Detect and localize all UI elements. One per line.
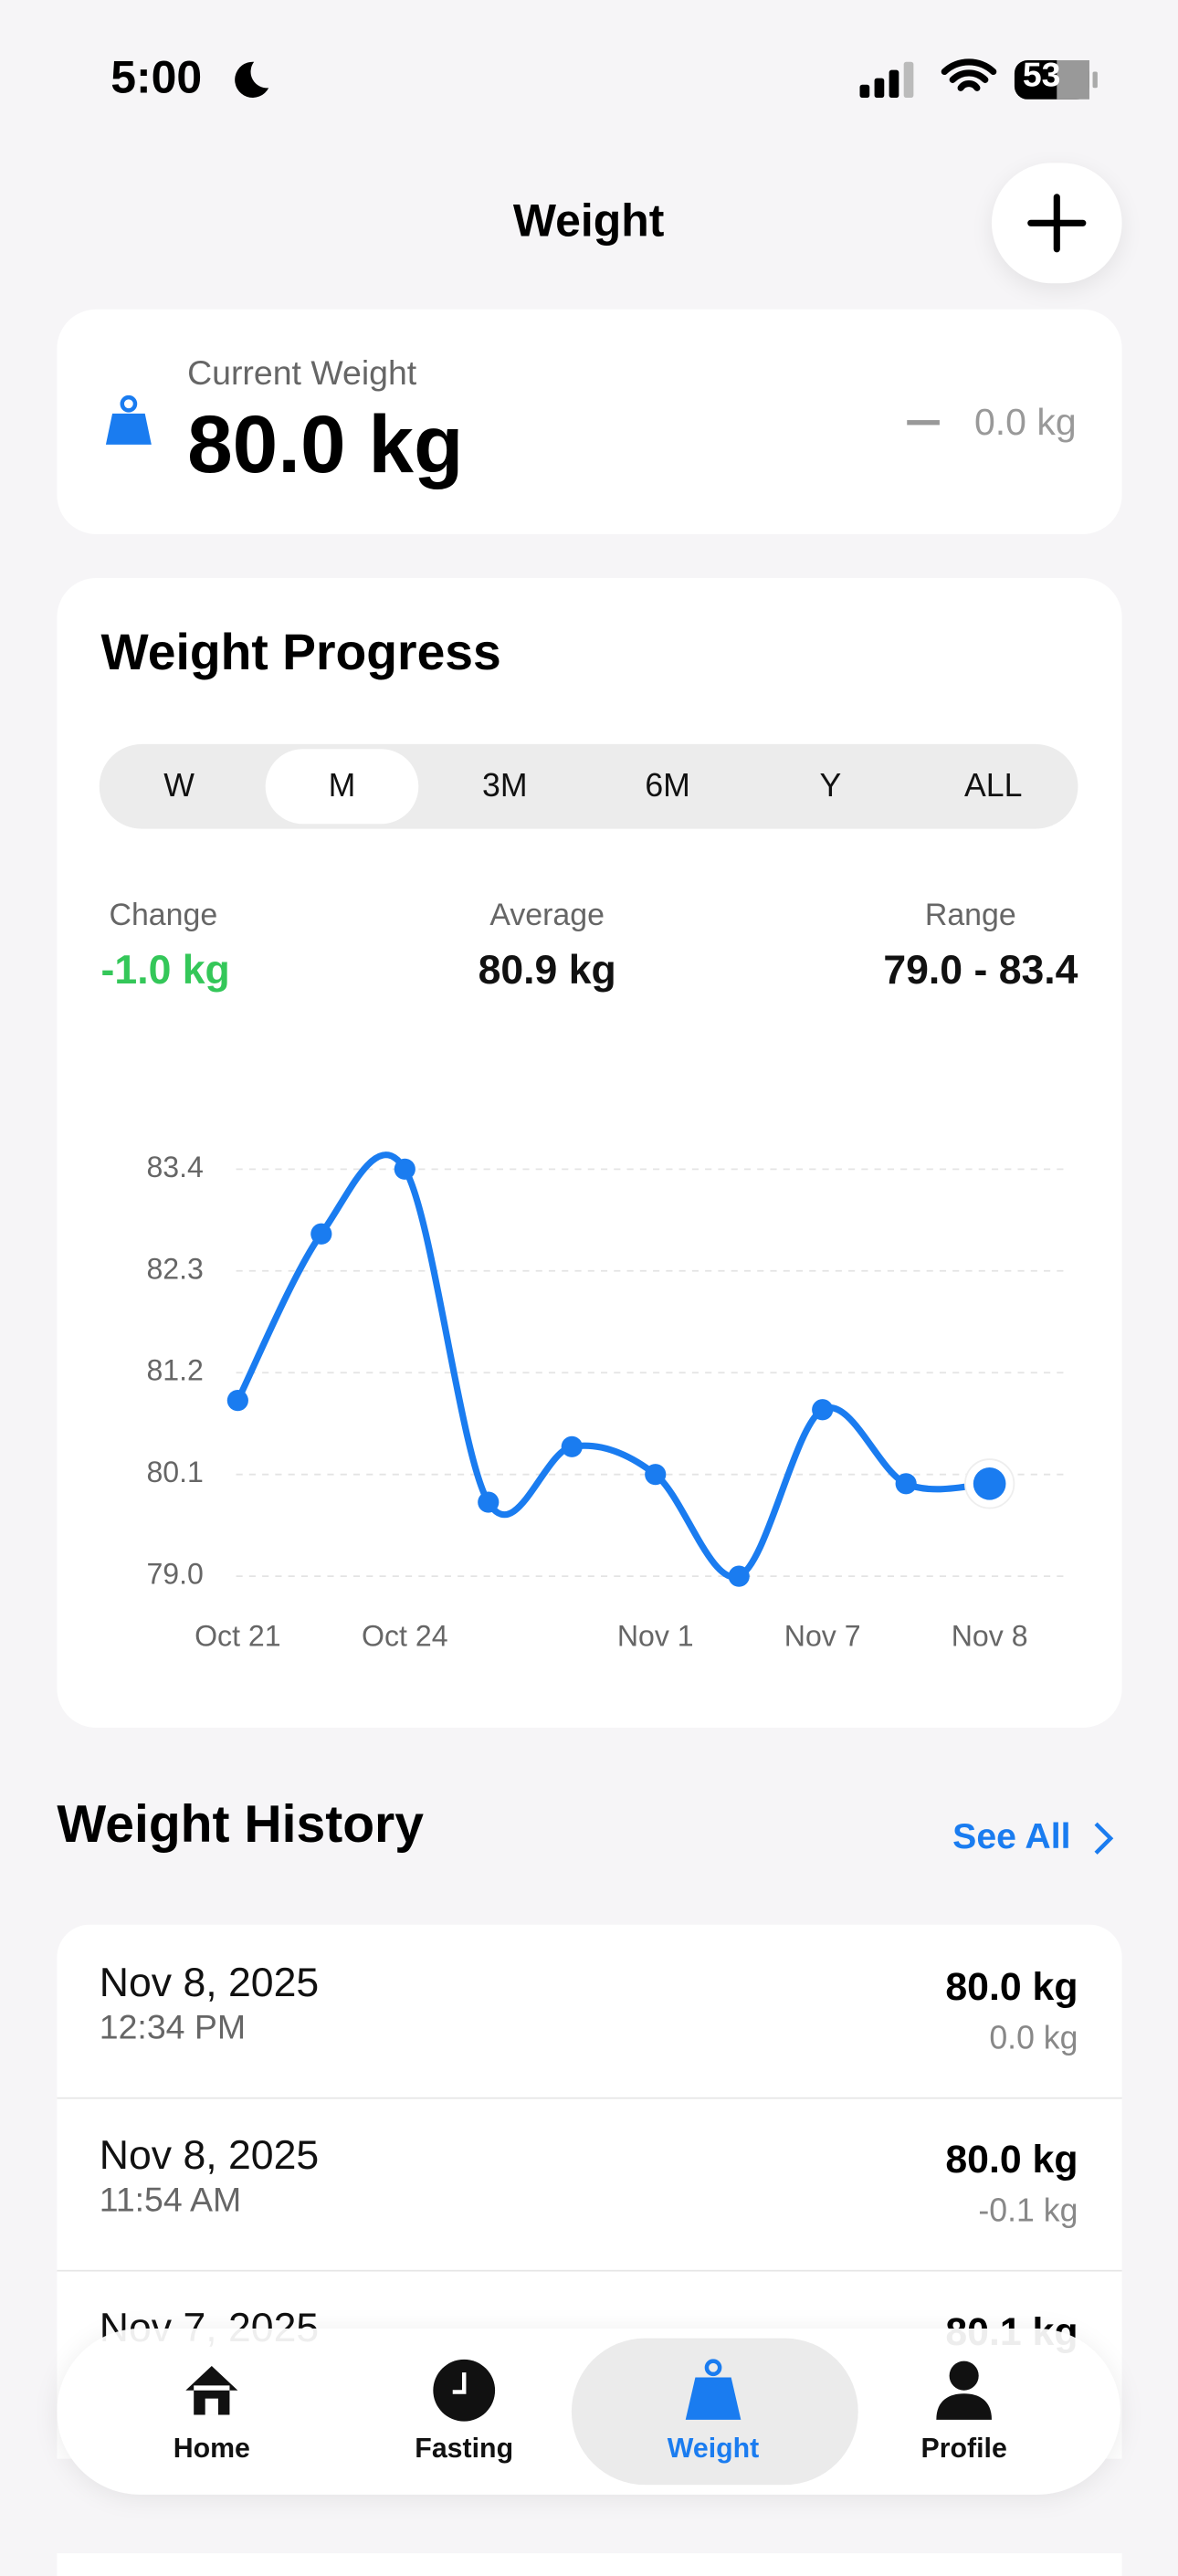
data-point [728, 1565, 750, 1587]
data-point [310, 1223, 332, 1245]
y-tick-label: 79.0 [146, 1558, 203, 1591]
y-tick-label: 81.2 [146, 1354, 203, 1387]
chevron-icon [1094, 1822, 1114, 1855]
x-tick-label: Oct 21 [195, 1619, 281, 1652]
row-divider [57, 2269, 1122, 2272]
weight-line [234, 1151, 994, 1581]
data-point [226, 1390, 248, 1412]
y-tick-label: 82.3 [146, 1252, 203, 1285]
tab-icon [185, 2365, 238, 2415]
data-point [645, 1464, 667, 1486]
tab-label[interactable]: Fasting [415, 2433, 514, 2464]
current-delta: 0.0 kg [973, 400, 1077, 444]
weight-icon [105, 394, 152, 445]
current-value: 80.0 kg [187, 398, 464, 490]
range-tab[interactable]: Y [819, 768, 842, 804]
stat-value: -1.0 kg [100, 947, 230, 994]
entry-weight: 80.0 kg [945, 2138, 1078, 2182]
history-title: Weight History [57, 1794, 424, 1854]
data-point [478, 1491, 500, 1513]
moon-icon [235, 61, 269, 98]
entry-change: 0.0 kg [989, 2020, 1078, 2057]
stat-label: Average [489, 899, 605, 933]
entry-weight: 80.0 kg [945, 1965, 1078, 2010]
delta-dash [907, 420, 940, 426]
range-tab[interactable]: 6M [645, 768, 690, 804]
tab-icon [685, 2359, 742, 2420]
x-tick-label: Nov 8 [952, 1619, 1028, 1652]
y-tick-label: 80.1 [146, 1456, 203, 1488]
stat-label: Range [924, 899, 1016, 933]
data-point [561, 1435, 583, 1457]
stat-value: 79.0 - 83.4 [883, 947, 1078, 994]
tab-icon [433, 2359, 496, 2422]
tab-icon [936, 2360, 992, 2420]
current-label: Current Weight [187, 354, 417, 393]
stat-label: Change [109, 899, 218, 933]
chart: 79.0 80.1 81.2 82.3 83.4 Oct 21 Oct 24 Nov 1 Nov… [146, 1151, 1067, 1652]
tab-label[interactable]: Profile [920, 2433, 1007, 2464]
range-tab[interactable]: ALL [964, 768, 1023, 804]
current-weight-card: Current Weight 80.0 kg 0.0 kg [57, 309, 1122, 534]
range-tab[interactable]: W [163, 768, 195, 804]
x-tick-label: Nov 1 [617, 1619, 694, 1652]
see-all[interactable]: See All [952, 1815, 1071, 1856]
y-tick-label: 83.4 [146, 1151, 203, 1183]
entry-date: Nov 8, 2025 [99, 1960, 320, 2006]
entry-date: Nov 8, 2025 [99, 2132, 320, 2179]
battery-level: 53 [1022, 57, 1061, 95]
header-title: Weight [512, 195, 665, 247]
tab-label[interactable]: Home [173, 2433, 250, 2464]
entry-time: 12:34 PM [99, 2009, 247, 2047]
data-point [973, 1467, 1006, 1500]
data-point [394, 1158, 415, 1180]
range-tab[interactable]: M [265, 749, 419, 825]
add-button[interactable] [991, 163, 1122, 284]
entry-change: -0.1 kg [978, 2192, 1078, 2230]
range-tab[interactable]: 3M [481, 768, 528, 804]
x-tick-label: Nov 7 [784, 1619, 861, 1652]
x-tick-label: Oct 24 [362, 1619, 448, 1652]
range-selector [99, 743, 1078, 829]
data-point [812, 1399, 834, 1421]
stat-value: 80.9 kg [478, 947, 616, 994]
row-divider [57, 2097, 1122, 2099]
status-icons [859, 58, 1098, 100]
tab-label[interactable]: Weight [667, 2433, 760, 2464]
progress-title: Weight Progress [100, 623, 501, 681]
status-time: 5:00 [110, 52, 203, 103]
data-point [895, 1473, 917, 1495]
entry-time: 11:54 AM [99, 2182, 242, 2220]
